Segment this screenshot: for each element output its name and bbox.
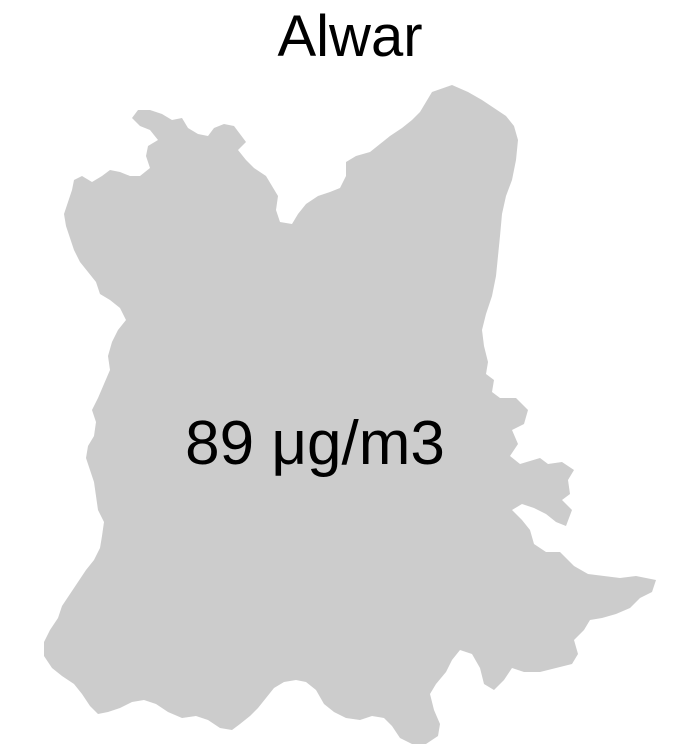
region-value-label: 89 μg/m3 xyxy=(185,409,445,478)
district-region xyxy=(44,85,656,744)
map-title: Alwar xyxy=(277,4,423,69)
